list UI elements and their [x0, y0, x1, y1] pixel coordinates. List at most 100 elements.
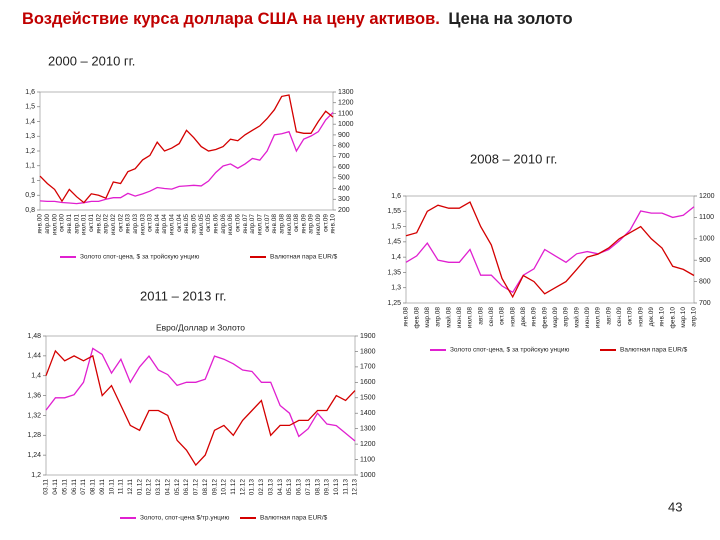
y-tick-label: 1,32	[27, 412, 41, 419]
x-tick-label: 09.12	[211, 479, 218, 496]
x-tick-label: 03.11	[43, 479, 50, 495]
y-tick-label: 1,6	[391, 193, 401, 200]
x-tick-label: июл.08	[467, 307, 474, 329]
y2-tick-label: 1000	[360, 472, 376, 479]
x-tick-label: апр.06	[220, 214, 227, 234]
y-tick-label: 1,3	[391, 285, 401, 292]
y2-tick-label: 900	[338, 132, 350, 139]
y2-tick-label: 700	[338, 153, 350, 160]
y-tick-label: 1,1	[25, 163, 35, 170]
y-tick-label: 1,4	[31, 373, 41, 380]
x-tick-label: 07.11	[80, 479, 87, 495]
x-tick-label: 08.13	[314, 479, 321, 496]
y-tick-label: 1,5	[391, 223, 401, 230]
x-tick-label: мар.09	[552, 307, 559, 328]
x-tick-label: 12.13	[352, 479, 359, 496]
x-tick-label: фев.10	[669, 307, 676, 329]
x-tick-label: июл.00	[51, 214, 58, 236]
x-tick-label: 07.12	[193, 479, 200, 496]
y2-tick-label: 1900	[360, 333, 376, 340]
x-tick-label: 04.12	[164, 479, 171, 496]
x-tick-label: янв.00	[37, 214, 44, 234]
x-tick-label: окт.07	[264, 214, 271, 232]
title-red: Воздействие курса доллара США на цену ак…	[22, 10, 440, 28]
series-line	[39, 111, 334, 205]
x-tick-label: окт.05	[205, 214, 212, 232]
y2-tick-label: 1400	[360, 410, 376, 417]
x-tick-label: сен.09	[616, 307, 623, 327]
y-tick-label: 1,36	[27, 392, 41, 399]
y-tick-label: 1,2	[25, 148, 35, 155]
x-tick-label: июн.08	[456, 307, 463, 329]
x-tick-label: апр.05	[191, 214, 198, 234]
x-tick-label: апр.00	[44, 214, 51, 234]
x-tick-label: апр.01	[73, 214, 80, 234]
legend-label: Золото, спот-цена $/тр.унцию	[140, 515, 230, 522]
legend-label: Валютная пара EUR/$	[260, 515, 328, 522]
y2-tick-label: 900	[699, 257, 711, 264]
x-tick-label: 05.12	[174, 479, 181, 496]
y2-tick-label: 1000	[338, 121, 354, 128]
x-tick-label: янв.08	[271, 214, 278, 234]
x-tick-label: янв.09	[300, 214, 307, 234]
y-tick-label: 1,35	[387, 269, 401, 276]
x-tick-label: июл.09	[315, 214, 322, 236]
y-tick-label: 0,9	[25, 192, 35, 199]
x-tick-label: янв.10	[659, 307, 666, 327]
y2-tick-label: 1800	[360, 348, 376, 355]
x-tick-label: 07.13	[305, 479, 312, 496]
series-line	[405, 206, 695, 294]
y2-tick-label: 1100	[360, 456, 375, 463]
x-tick-label: янв.07	[242, 214, 249, 234]
x-tick-label: янв.06	[213, 214, 220, 234]
x-tick-label: апр.08	[278, 214, 285, 234]
x-tick-label: ноя.08	[509, 307, 516, 327]
x-tick-label: июл.03	[139, 214, 146, 236]
x-tick-label: мар.08	[424, 307, 431, 328]
x-tick-label: апр.02	[103, 214, 110, 234]
y-tick-label: 1,45	[387, 239, 401, 246]
x-tick-label: 02.13	[258, 479, 265, 496]
y-tick-label: 1,2	[31, 472, 41, 479]
x-tick-label: 10.12	[221, 479, 228, 496]
x-tick-label: окт.09	[322, 214, 329, 232]
x-tick-label: 12.12	[239, 479, 246, 496]
x-tick-label: янв.01	[66, 214, 73, 234]
plot-frame	[45, 335, 356, 476]
x-tick-label: янв.02	[95, 214, 102, 234]
y2-tick-label: 1000	[699, 236, 715, 243]
x-tick-label: дек.08	[520, 307, 527, 327]
x-tick-label: июл.07	[256, 214, 263, 236]
x-tick-label: мар.10	[680, 307, 687, 328]
y-tick-label: 1,4	[391, 254, 401, 261]
x-tick-label: авг.09	[605, 307, 612, 325]
y2-tick-label: 1300	[360, 426, 376, 433]
x-tick-label: июл.02	[110, 214, 117, 236]
x-tick-label: 05.13	[286, 479, 293, 496]
x-tick-label: окт.02	[117, 214, 124, 232]
x-tick-label: май.08	[444, 307, 452, 328]
x-tick-label: апр.03	[132, 214, 139, 234]
x-tick-label: авг.08	[477, 307, 484, 325]
period-label: 2011 – 2013 гг.	[140, 288, 226, 303]
y-tick-label: 1,24	[27, 452, 41, 459]
x-tick-label: 05.11	[61, 479, 68, 495]
x-tick-label: апр.04	[161, 214, 168, 234]
series-line	[45, 349, 356, 467]
x-tick-label: 12.11	[127, 479, 134, 495]
y2-tick-label: 800	[699, 278, 711, 285]
x-tick-label: 11.12	[230, 479, 237, 495]
x-tick-label: апр.07	[249, 214, 256, 234]
x-tick-label: окт.08	[293, 214, 300, 232]
x-tick-label: окт.01	[88, 214, 95, 232]
x-tick-label: янв.08	[403, 307, 410, 327]
legend-label: Валютная пара EUR/$	[270, 254, 338, 261]
y2-tick-label: 1100	[699, 214, 714, 221]
y2-tick-label: 700	[699, 300, 711, 307]
x-tick-label: 09.11	[99, 479, 106, 495]
x-tick-label: июл.04	[169, 214, 176, 236]
y-tick-label: 1,25	[387, 300, 401, 307]
x-tick-label: 11.13	[342, 479, 349, 495]
y2-tick-label: 1500	[360, 395, 376, 402]
x-tick-label: июл.09	[595, 307, 602, 329]
